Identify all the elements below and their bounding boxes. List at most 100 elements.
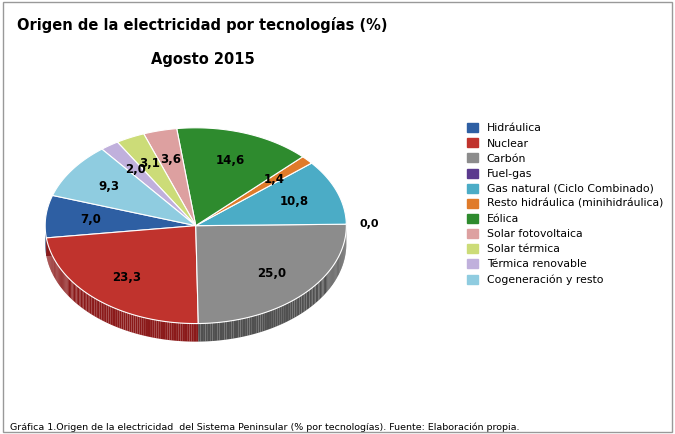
Polygon shape [306,291,308,310]
Polygon shape [161,321,163,339]
Polygon shape [178,323,180,341]
Polygon shape [176,323,178,341]
Polygon shape [281,306,283,324]
Polygon shape [308,290,310,309]
Polygon shape [159,321,161,339]
Polygon shape [291,301,292,320]
Polygon shape [101,302,103,321]
Polygon shape [144,318,146,336]
Polygon shape [47,226,196,256]
Polygon shape [196,226,198,342]
Polygon shape [85,292,86,311]
Polygon shape [142,317,144,335]
Polygon shape [194,324,196,342]
Polygon shape [294,299,296,318]
Polygon shape [167,322,169,340]
Polygon shape [314,285,316,304]
Polygon shape [47,226,198,324]
Polygon shape [303,293,304,312]
Polygon shape [277,307,279,326]
Text: 9,3: 9,3 [99,180,119,193]
Polygon shape [273,309,275,328]
Polygon shape [319,281,320,300]
Polygon shape [171,322,174,341]
Polygon shape [323,277,324,297]
Polygon shape [198,323,200,342]
Polygon shape [254,316,256,334]
Polygon shape [70,279,72,299]
Polygon shape [47,226,196,256]
Text: 1,4: 1,4 [263,173,284,186]
Polygon shape [53,149,196,226]
Text: 0,0: 0,0 [359,219,379,229]
Polygon shape [64,273,65,293]
Polygon shape [190,323,192,342]
Polygon shape [215,322,217,341]
Polygon shape [259,314,261,333]
Polygon shape [232,320,234,339]
Polygon shape [329,269,331,289]
Polygon shape [153,319,155,338]
Polygon shape [275,308,277,327]
Text: 3,6: 3,6 [160,153,181,166]
Polygon shape [250,316,252,335]
Polygon shape [320,280,321,299]
Polygon shape [140,316,142,335]
Polygon shape [271,309,273,329]
Polygon shape [88,294,90,313]
Polygon shape [59,267,60,286]
Polygon shape [124,312,126,330]
Polygon shape [336,259,338,279]
Polygon shape [130,313,132,332]
Polygon shape [300,296,302,315]
Text: 7,0: 7,0 [80,213,101,226]
Polygon shape [236,319,238,338]
Polygon shape [136,316,138,334]
Polygon shape [132,314,134,333]
Polygon shape [112,307,114,326]
Polygon shape [196,157,312,226]
Polygon shape [183,323,185,342]
Polygon shape [174,322,176,341]
Polygon shape [296,298,298,317]
Polygon shape [169,322,171,340]
Polygon shape [78,286,79,306]
Polygon shape [116,309,117,328]
Text: 3,1: 3,1 [140,158,161,171]
Polygon shape [63,272,64,292]
Polygon shape [261,313,263,332]
Polygon shape [79,288,81,307]
Polygon shape [338,256,339,276]
Polygon shape [196,226,198,342]
Polygon shape [109,306,110,324]
Polygon shape [52,255,53,274]
Polygon shape [267,311,269,330]
Polygon shape [73,282,74,301]
Polygon shape [57,264,58,284]
Polygon shape [110,306,112,325]
Polygon shape [310,289,311,308]
Polygon shape [234,320,236,339]
Polygon shape [61,270,62,289]
Polygon shape [196,323,198,342]
Polygon shape [283,305,285,323]
Polygon shape [128,313,130,332]
Polygon shape [229,321,232,339]
Polygon shape [97,299,98,318]
Text: 25,0: 25,0 [257,267,286,280]
Polygon shape [200,323,203,342]
Polygon shape [222,322,224,340]
Polygon shape [247,317,250,335]
Polygon shape [157,320,159,339]
Legend: Hidráulica, Nuclear, Carbón, Fuel-gas, Gas natural (Ciclo Combinado), Resto hidr: Hidráulica, Nuclear, Carbón, Fuel-gas, G… [464,120,666,288]
Polygon shape [331,266,333,286]
Polygon shape [192,323,194,342]
Polygon shape [98,300,100,319]
Polygon shape [298,296,300,316]
Polygon shape [313,286,314,306]
Polygon shape [302,294,303,313]
Polygon shape [210,323,213,341]
Polygon shape [289,302,291,321]
Polygon shape [165,322,167,340]
Polygon shape [316,284,317,303]
